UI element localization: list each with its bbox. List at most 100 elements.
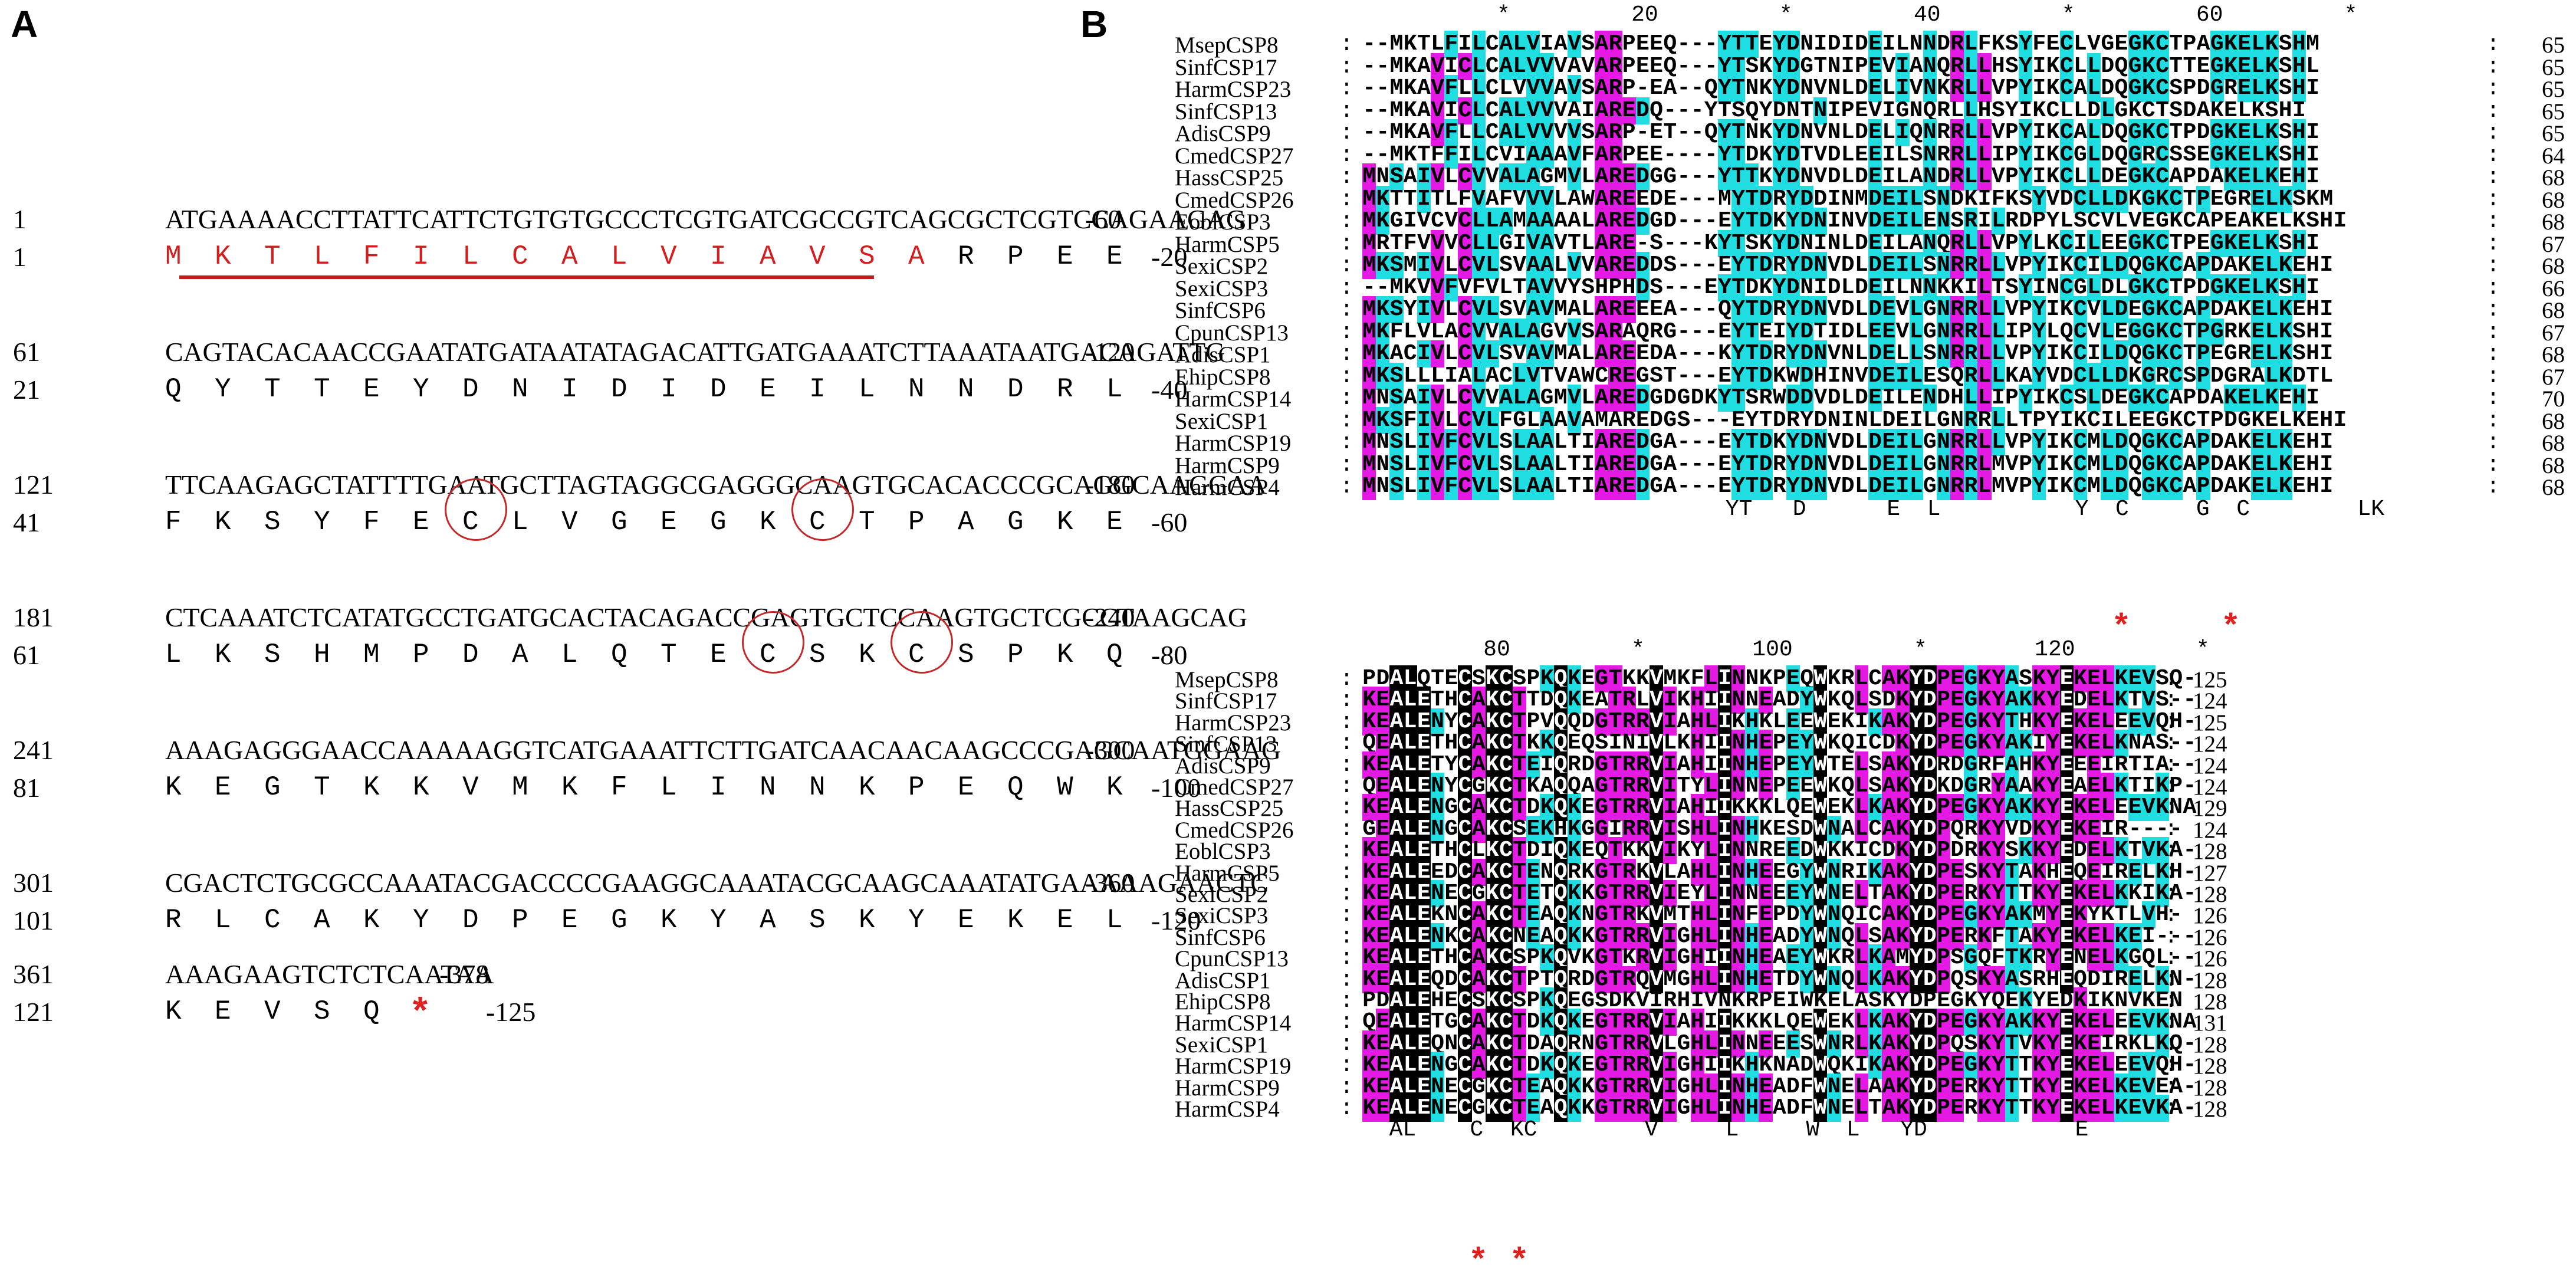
residue: T (1608, 1030, 1622, 1058)
residue: S (1595, 730, 1609, 756)
residue: K (1485, 858, 1499, 886)
residue: V (1540, 708, 1554, 734)
residue: D (1841, 474, 1855, 499)
residue: L (1909, 362, 1923, 390)
residue: A (1882, 1009, 1896, 1036)
residue: V (1649, 944, 1664, 972)
residue: Y (1991, 1030, 2005, 1058)
residue: S (2005, 838, 2019, 864)
amino-acid: D (710, 374, 727, 405)
residue: A (1403, 164, 1417, 189)
residue: - (2169, 945, 2183, 971)
residue: D (2210, 363, 2224, 389)
residue: V (1649, 1052, 1664, 1079)
residue: F (1800, 1095, 1813, 1121)
amino-acid: E (413, 507, 429, 537)
residue: G (1595, 901, 1609, 929)
residue: C (1458, 340, 1472, 367)
residue: D (1813, 407, 1828, 433)
residue: E (2059, 708, 2074, 736)
residue: E (2087, 944, 2101, 972)
residue: N (1827, 407, 1841, 433)
residue: - (1677, 341, 1691, 366)
residue: T (2005, 944, 2019, 972)
residue: S (2169, 142, 2183, 168)
residue: K (1362, 837, 1376, 865)
residue: K (1759, 274, 1773, 300)
residue: L (1444, 186, 1458, 212)
residue: A (1882, 1095, 1896, 1122)
residue: G (1595, 1073, 1609, 1101)
residue: H (1622, 274, 1636, 300)
amino-acid: I (661, 374, 677, 405)
residue: L (1581, 297, 1595, 322)
residue: L (1854, 665, 1868, 692)
residue: T (1513, 858, 1527, 886)
residue: D (1800, 340, 1814, 367)
residue: S (1650, 274, 1663, 300)
residue: L (1964, 119, 1978, 146)
residue: I (1717, 1030, 1732, 1058)
residue: E (1417, 773, 1431, 800)
residue: Q (2073, 859, 2087, 885)
residue: K (1895, 794, 1910, 822)
separator-colon: : (1340, 881, 1353, 907)
residue: L (2251, 31, 2265, 58)
residue: L (1991, 340, 2005, 367)
residue: I (1813, 31, 1828, 57)
residue: R (1608, 318, 1622, 346)
residue: K (2265, 229, 2279, 257)
residue: S (2306, 208, 2319, 234)
residue: L (1909, 429, 1923, 456)
residue: Y (1800, 858, 1814, 886)
amino-acid: T (264, 374, 281, 405)
residue: Q (1827, 1052, 1841, 1078)
residue: Y (2046, 944, 2060, 972)
residue: L (1854, 429, 1868, 455)
residue: L (2101, 1095, 2115, 1122)
residue: K (2073, 815, 2087, 843)
residue: A (1909, 53, 1923, 79)
residue: S (1581, 319, 1595, 344)
residue: S (1786, 816, 1800, 842)
amino-acid: N (958, 374, 974, 405)
residue: K (2265, 274, 2279, 301)
residue: L (1977, 296, 1992, 323)
residue: L (1635, 687, 1650, 713)
residue: R (1608, 429, 1622, 456)
residue: N (2169, 966, 2183, 992)
residue: V (1827, 429, 1841, 455)
separator-colon: : (2486, 32, 2500, 57)
residue: - (2183, 859, 2197, 885)
sequence-end-number: 126 (2193, 903, 2227, 929)
amino-acid: N (809, 772, 826, 803)
residue: A (1663, 341, 1677, 366)
residue: H (2306, 319, 2319, 344)
residue: K (1977, 858, 1992, 886)
residue: K (2032, 97, 2046, 123)
residue: V (1513, 186, 1527, 212)
conserved-cysteine-star: * (1513, 1239, 1526, 1276)
residue: I (1417, 185, 1431, 213)
residue: D (1376, 666, 1390, 691)
residue: P (2032, 407, 2046, 433)
residue: Y (1909, 1095, 1923, 1122)
residue: Y (1772, 75, 1786, 102)
residue: Y (1731, 362, 1746, 390)
residue: E (1663, 186, 1677, 212)
residue: T (2019, 1095, 2032, 1121)
residue: S (1745, 385, 1759, 411)
amino-acid: S (809, 639, 826, 670)
residue: K (2223, 52, 2237, 80)
residue: G (1513, 407, 1527, 433)
residue: T (1431, 1009, 1444, 1035)
residue: H (1745, 1095, 1759, 1122)
residue: V (1827, 451, 1841, 477)
residue: Q (2169, 1030, 2183, 1056)
residue: I (2046, 252, 2060, 278)
alignment-row: MsepCSP8: --MKTLFILCALVIAVSARPEEQ---YTTEY… (1150, 31, 2576, 58)
residue: E (1950, 901, 1964, 929)
stop-codon-star: * (413, 989, 428, 1031)
residue: S (1471, 666, 1486, 691)
residue: L (2101, 1073, 2115, 1101)
